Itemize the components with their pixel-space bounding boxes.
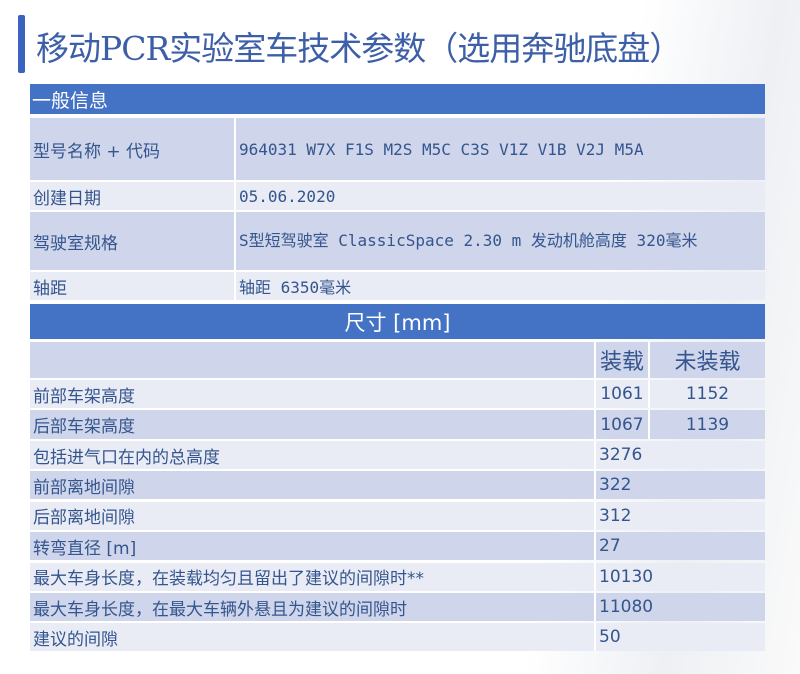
table-row: 后部离地间隙 312 <box>30 501 765 530</box>
loaded-value: 1067 <box>596 410 650 439</box>
col-loaded: 装载 <box>596 342 650 378</box>
table-row: 后部车架高度 1067 1139 <box>30 410 765 439</box>
row-label: 前部离地间隙 <box>30 471 596 500</box>
row-value: 3276 <box>596 441 765 469</box>
row-label: 后部离地间隙 <box>30 501 596 530</box>
row-value: 322 <box>596 471 765 500</box>
unloaded-value: 1152 <box>650 380 765 408</box>
table-row: 包括进气口在内的总高度 3276 <box>30 441 765 469</box>
table-row: 创建日期 05.06.2020 <box>30 182 765 210</box>
page-title: 移动PCR实验室车技术参数（选用奔驰底盘） <box>36 29 682 68</box>
unloaded-value: 1139 <box>650 410 765 439</box>
row-label: 创建日期 <box>30 182 236 210</box>
table-row: 型号名称 + 代码 964031 W7X F1S M2S M5C C3S V1Z… <box>30 118 765 180</box>
table-row: 最大车身长度，在装载均匀且留出了建议的间隙时** 10130 <box>30 562 765 591</box>
row-value: 轴距 6350毫米 <box>236 272 765 300</box>
table-row: 最大车身长度，在最大车辆外悬且为建议的间隙时 11080 <box>30 593 765 621</box>
row-label: 前部车架高度 <box>30 380 596 408</box>
column-header-row: 装载 未装载 <box>30 342 765 378</box>
title-accent-bar <box>18 15 25 73</box>
empty-header-cell <box>30 342 596 378</box>
row-value: 27 <box>596 532 765 561</box>
row-label: 驾驶室规格 <box>30 212 236 270</box>
row-label: 最大车身长度，在装载均匀且留出了建议的间隙时** <box>30 562 596 591</box>
row-value: 11080 <box>596 593 765 621</box>
row-label: 转弯直径 [m] <box>30 532 596 561</box>
dimensions-header: 尺寸 [mm] <box>30 304 765 339</box>
row-label: 型号名称 + 代码 <box>30 118 236 180</box>
row-label: 建议的间隙 <box>30 623 596 652</box>
row-value: 50 <box>596 623 765 652</box>
table-row: 驾驶室规格 S型短驾驶室 ClassicSpace 2.30 m 发动机舱高度 … <box>30 212 765 270</box>
row-value: 964031 W7X F1S M2S M5C C3S V1Z V1B V2J M… <box>236 118 765 180</box>
row-value: 312 <box>596 501 765 530</box>
row-value: S型短驾驶室 ClassicSpace 2.30 m 发动机舱高度 320毫米 <box>236 212 765 270</box>
row-label: 后部车架高度 <box>30 410 596 439</box>
row-value: 10130 <box>596 562 765 591</box>
loaded-value: 1061 <box>596 380 650 408</box>
general-info-header: 一般信息 <box>30 84 765 114</box>
row-label: 最大车身长度，在最大车辆外悬且为建议的间隙时 <box>30 593 596 621</box>
table-row: 转弯直径 [m] 27 <box>30 532 765 561</box>
table-row: 前部离地间隙 322 <box>30 471 765 500</box>
table-row: 建议的间隙 50 <box>30 623 765 652</box>
table-row: 轴距 轴距 6350毫米 <box>30 272 765 300</box>
col-unloaded: 未装载 <box>650 342 765 378</box>
table-row: 前部车架高度 1061 1152 <box>30 380 765 408</box>
row-value: 05.06.2020 <box>236 182 765 210</box>
row-label: 包括进气口在内的总高度 <box>30 441 596 469</box>
row-label: 轴距 <box>30 272 236 300</box>
